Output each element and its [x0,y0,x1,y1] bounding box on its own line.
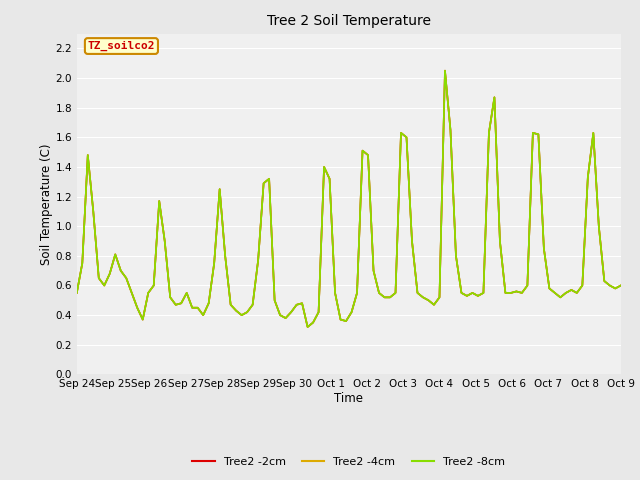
Title: Tree 2 Soil Temperature: Tree 2 Soil Temperature [267,14,431,28]
X-axis label: Time: Time [334,392,364,405]
Text: TZ_soilco2: TZ_soilco2 [88,41,155,51]
Y-axis label: Soil Temperature (C): Soil Temperature (C) [40,143,52,265]
Legend: Tree2 -2cm, Tree2 -4cm, Tree2 -8cm: Tree2 -2cm, Tree2 -4cm, Tree2 -8cm [188,452,509,471]
